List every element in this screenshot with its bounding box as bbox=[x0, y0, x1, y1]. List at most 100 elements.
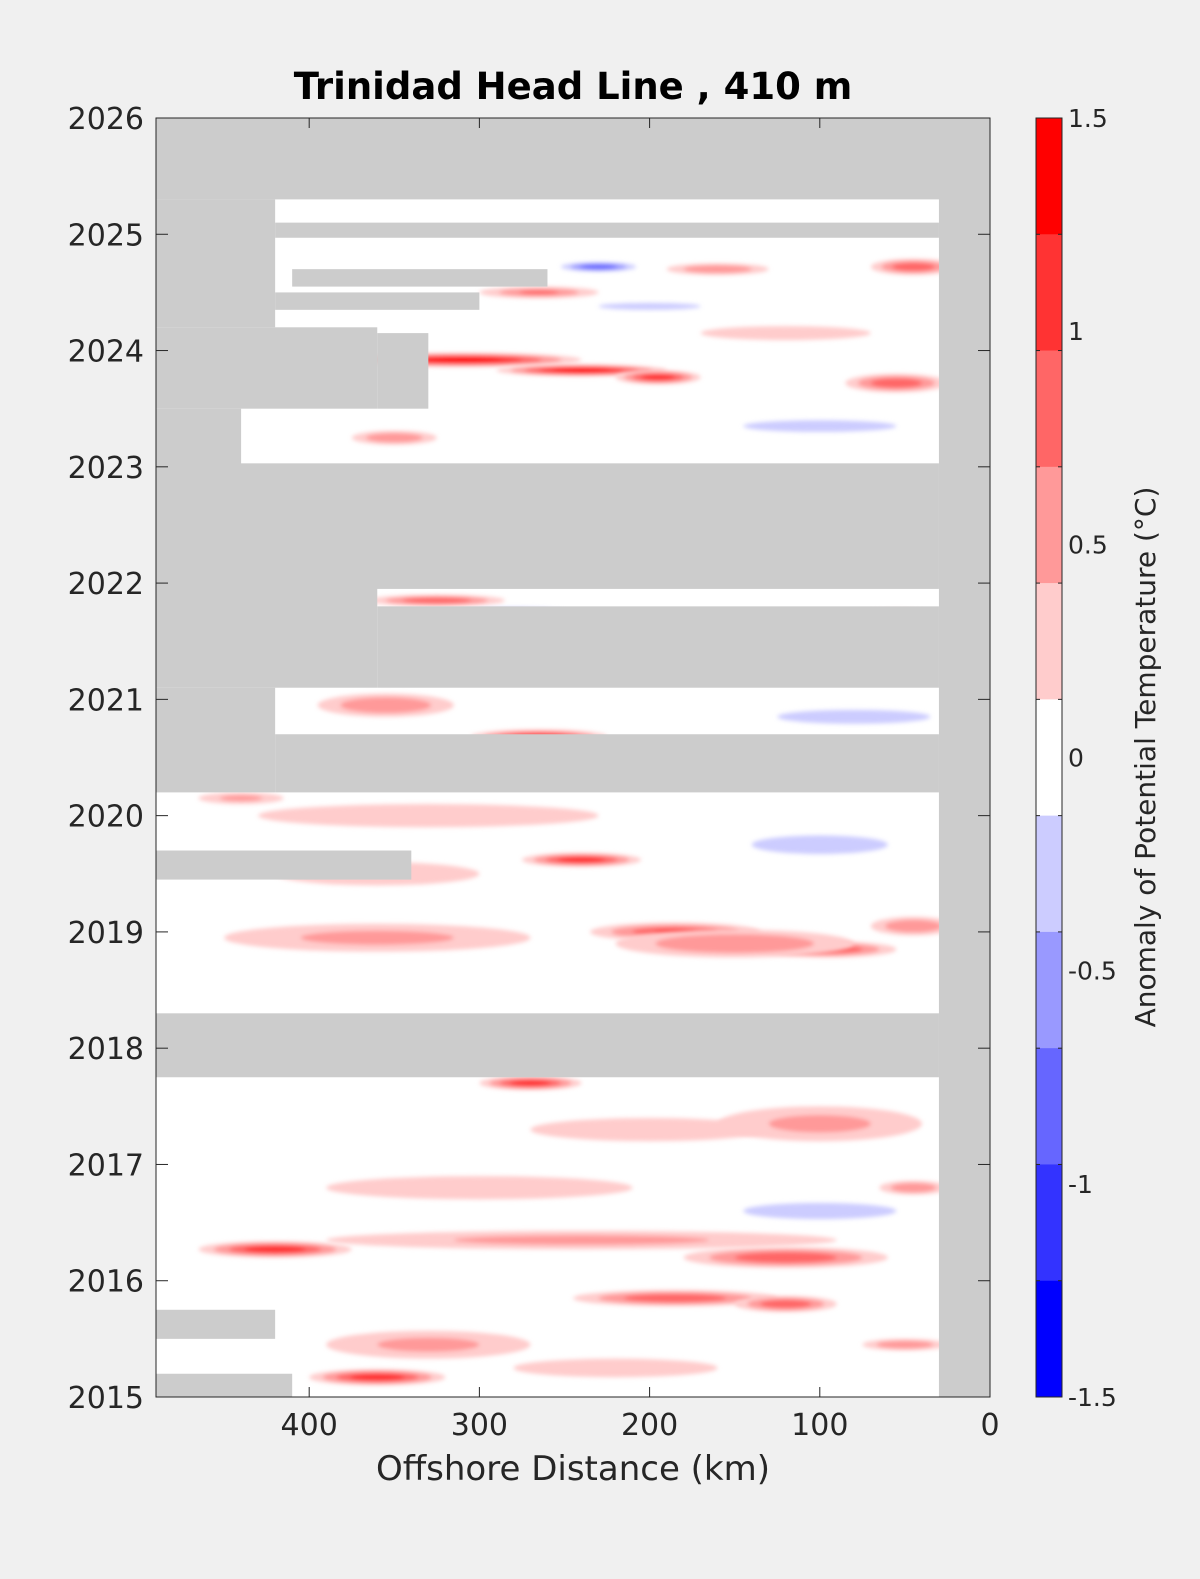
colorbar-tick-label: 1.5 bbox=[1068, 104, 1108, 133]
anomaly-region bbox=[198, 792, 284, 805]
missing-data-band bbox=[377, 606, 939, 688]
anomaly-contour bbox=[567, 368, 596, 373]
missing-data-band bbox=[938, 118, 990, 1397]
anomaly-contour bbox=[700, 267, 735, 272]
anomaly-region bbox=[734, 1295, 837, 1313]
anomaly-region bbox=[573, 1290, 778, 1307]
missing-data-band bbox=[275, 734, 939, 793]
anomaly-region bbox=[717, 1106, 922, 1142]
anomaly-contour bbox=[760, 1254, 812, 1261]
missing-data-band bbox=[377, 333, 429, 409]
missing-data-band bbox=[156, 850, 412, 880]
anomaly-contour bbox=[377, 1337, 480, 1352]
missing-data-band bbox=[156, 1013, 939, 1078]
x-axis-label: Offshore Distance (km) bbox=[376, 1449, 770, 1489]
missing-data-band bbox=[156, 463, 939, 589]
anomaly-contour bbox=[694, 938, 775, 949]
anomaly-region bbox=[368, 594, 505, 607]
anomaly-contour bbox=[564, 1363, 667, 1373]
x-tick-label: 200 bbox=[621, 1408, 678, 1443]
anomaly-region bbox=[879, 1180, 948, 1195]
y-tick-label: 2023 bbox=[68, 451, 144, 486]
anomaly-contour bbox=[419, 598, 454, 603]
x-tick-label: 300 bbox=[451, 1408, 508, 1443]
y-tick-label: 2020 bbox=[68, 800, 144, 835]
anomaly-region bbox=[561, 262, 636, 272]
colorbar-frame bbox=[1035, 117, 1063, 1398]
anomaly-contour bbox=[902, 264, 925, 269]
anomaly-contour bbox=[259, 1247, 291, 1252]
anomaly-contour bbox=[363, 1375, 391, 1380]
missing-data-band bbox=[156, 199, 276, 328]
anomaly-contour bbox=[624, 304, 676, 309]
anomaly-contour bbox=[569, 857, 594, 862]
y-tick-label: 2024 bbox=[68, 335, 144, 370]
y-tick-label: 2021 bbox=[68, 683, 144, 718]
y-tick-label: 2016 bbox=[68, 1265, 144, 1300]
anomaly-contour bbox=[649, 1296, 701, 1301]
missing-data-band bbox=[156, 583, 378, 688]
colorbar-segment bbox=[1036, 118, 1062, 235]
anomaly-contour bbox=[785, 840, 854, 850]
anomaly-contour bbox=[781, 1206, 859, 1216]
colorbar-segment bbox=[1036, 1164, 1062, 1282]
anomaly-region bbox=[198, 1241, 352, 1258]
colorbar-tick-label: -1 bbox=[1068, 1170, 1093, 1199]
anomaly-contour bbox=[899, 922, 928, 930]
colorbar-segment bbox=[1036, 350, 1062, 468]
anomaly-contour bbox=[902, 1185, 925, 1191]
anomaly-region bbox=[777, 709, 931, 724]
anomaly-region bbox=[598, 302, 701, 310]
anomaly-contour bbox=[300, 930, 454, 945]
anomaly-region bbox=[224, 923, 531, 952]
x-tick-label: 100 bbox=[791, 1408, 848, 1443]
anomaly-region bbox=[615, 370, 701, 385]
anomaly-contour bbox=[768, 1115, 871, 1133]
anomaly-region bbox=[683, 1247, 888, 1268]
anomaly-contour bbox=[649, 375, 667, 380]
anomaly-contour bbox=[883, 380, 910, 386]
anomaly-region bbox=[326, 1230, 837, 1250]
anomaly-region bbox=[743, 1202, 897, 1220]
missing-data-band bbox=[275, 292, 480, 310]
anomaly-region bbox=[521, 852, 642, 867]
plot-frame bbox=[155, 117, 991, 1398]
y-tick-label: 2017 bbox=[68, 1148, 144, 1183]
anomaly-contour bbox=[442, 357, 483, 362]
anomaly-region bbox=[751, 835, 888, 855]
anomaly-contour bbox=[363, 701, 409, 710]
anomaly-contour bbox=[520, 1081, 541, 1086]
colorbar-segment bbox=[1036, 1048, 1062, 1165]
y-tick-label: 2025 bbox=[68, 218, 144, 253]
missing-data-band bbox=[292, 269, 548, 287]
colorbar-label: Anomaly of Potential Temperature (°C) bbox=[1129, 487, 1162, 1028]
anomaly-region bbox=[317, 693, 454, 717]
anomaly-region bbox=[513, 1358, 718, 1378]
anomaly-contour bbox=[815, 713, 893, 721]
colorbar-segment bbox=[1036, 234, 1062, 352]
colorbar-tick-label: 1 bbox=[1068, 317, 1084, 346]
anomaly-region bbox=[615, 929, 854, 958]
colorbar-segment bbox=[1036, 815, 1062, 933]
y-tick-label: 2015 bbox=[68, 1381, 144, 1416]
colorbar-segment bbox=[1036, 583, 1062, 700]
anomaly-region bbox=[326, 1330, 531, 1359]
y-tick-label: 2018 bbox=[68, 1032, 144, 1067]
anomaly-region bbox=[862, 1338, 948, 1351]
anomaly-contour bbox=[519, 290, 559, 295]
anomaly-region bbox=[351, 430, 437, 445]
anomaly-contour bbox=[590, 1123, 710, 1136]
anomaly-contour bbox=[772, 1301, 799, 1307]
anomaly-region bbox=[309, 1369, 446, 1386]
x-tick-label: 400 bbox=[281, 1408, 338, 1443]
anomaly-contour bbox=[781, 423, 859, 430]
colorbar-segment bbox=[1036, 699, 1062, 817]
missing-data-band bbox=[156, 1373, 293, 1397]
missing-data-band bbox=[156, 1309, 276, 1339]
anomaly-region bbox=[496, 364, 667, 377]
anomaly-region bbox=[743, 420, 897, 432]
chart-title: Trinidad Head Line , 410 m bbox=[294, 65, 853, 108]
anomaly-region bbox=[870, 258, 956, 275]
missing-data-band bbox=[275, 222, 939, 238]
